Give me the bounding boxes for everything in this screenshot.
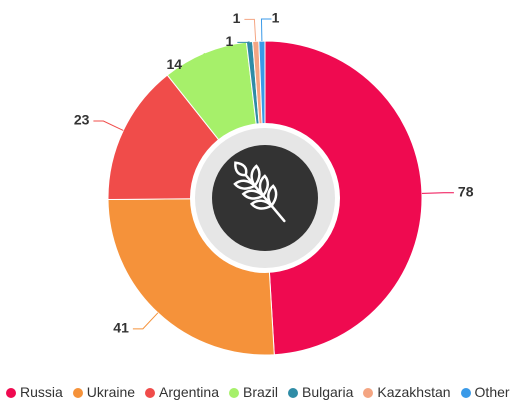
legend-swatch <box>228 387 239 398</box>
legend-label: Brazil <box>242 384 278 400</box>
leader-line <box>244 18 257 42</box>
legend-item: Argentina <box>145 384 219 401</box>
leader-line <box>421 192 454 194</box>
legend-swatch <box>145 387 156 398</box>
data-label: 78 <box>458 183 474 199</box>
legend: Russia Ukraine Argentina Brazil Bulgaria Kaza… <box>6 384 530 401</box>
labels: 1 1 1 14 23 41 78 <box>74 10 474 336</box>
legend-item: Brazil <box>228 384 278 401</box>
legend-swatch <box>460 387 471 398</box>
legend-label: Other <box>474 384 510 400</box>
legend-swatch <box>363 387 374 398</box>
legend-item: Other <box>460 384 510 401</box>
data-label: 41 <box>113 320 129 336</box>
data-label: 1 <box>226 33 234 49</box>
legend-swatch <box>6 387 16 398</box>
legend-label: Argentina <box>159 384 219 400</box>
legend-item: Russia <box>6 384 63 401</box>
leader-line <box>93 120 124 131</box>
legend-label: Bulgaria <box>302 384 354 400</box>
wheat-icon <box>233 161 286 223</box>
legend-item: Ukraine <box>72 384 136 401</box>
chart: 1 1 1 14 23 41 78 <box>74 10 474 356</box>
legend-label: Russia <box>20 384 63 400</box>
data-label: 1 <box>233 10 241 26</box>
legend-label: Kazakhstan <box>377 384 451 400</box>
data-label: 1 <box>272 10 280 26</box>
legend-swatch <box>288 387 298 398</box>
leader-line <box>237 41 250 43</box>
leader-line <box>260 18 272 42</box>
legend-swatch <box>72 387 83 398</box>
legend-item: Bulgaria <box>288 384 353 401</box>
data-label: 14 <box>167 56 183 72</box>
slices <box>107 40 423 356</box>
leader-line <box>132 312 159 330</box>
legend-label: Ukraine <box>86 384 136 400</box>
leader-line <box>186 52 205 66</box>
legend-item: Kazakhstan <box>363 384 451 401</box>
data-label: 23 <box>74 112 90 128</box>
